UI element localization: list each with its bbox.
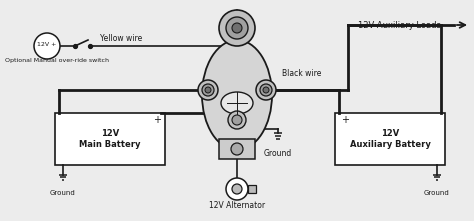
Circle shape: [232, 23, 242, 33]
Circle shape: [226, 17, 248, 39]
Bar: [219, 139, 255, 159]
Circle shape: [205, 87, 211, 93]
Bar: [335, 113, 445, 165]
Text: 12V Auxiliary Loads: 12V Auxiliary Loads: [358, 21, 441, 29]
Circle shape: [34, 33, 60, 59]
Text: +: +: [341, 115, 349, 125]
Circle shape: [260, 84, 272, 96]
Bar: [55, 113, 165, 165]
Text: Optional Manual over-ride switch: Optional Manual over-ride switch: [5, 58, 109, 63]
Text: Black wire: Black wire: [282, 69, 321, 78]
Ellipse shape: [221, 92, 253, 114]
Ellipse shape: [202, 40, 272, 150]
Text: Ground: Ground: [424, 190, 450, 196]
Circle shape: [232, 184, 242, 194]
Circle shape: [228, 111, 246, 129]
Text: Yellow wire: Yellow wire: [100, 34, 142, 43]
Circle shape: [226, 178, 248, 200]
Text: +: +: [153, 115, 161, 125]
Circle shape: [202, 84, 214, 96]
Text: 12V
Auxiliary Battery: 12V Auxiliary Battery: [349, 129, 430, 149]
Text: 12V Alternator: 12V Alternator: [209, 200, 265, 210]
Circle shape: [219, 10, 255, 46]
Circle shape: [232, 115, 242, 125]
Circle shape: [231, 143, 243, 155]
Text: 12V +: 12V +: [37, 42, 57, 48]
Circle shape: [256, 80, 276, 100]
Circle shape: [263, 87, 269, 93]
Text: 12V
Main Battery: 12V Main Battery: [79, 129, 141, 149]
Bar: [248, 185, 256, 193]
Text: Ground: Ground: [50, 190, 76, 196]
Text: Ground: Ground: [264, 149, 292, 158]
Circle shape: [198, 80, 218, 100]
